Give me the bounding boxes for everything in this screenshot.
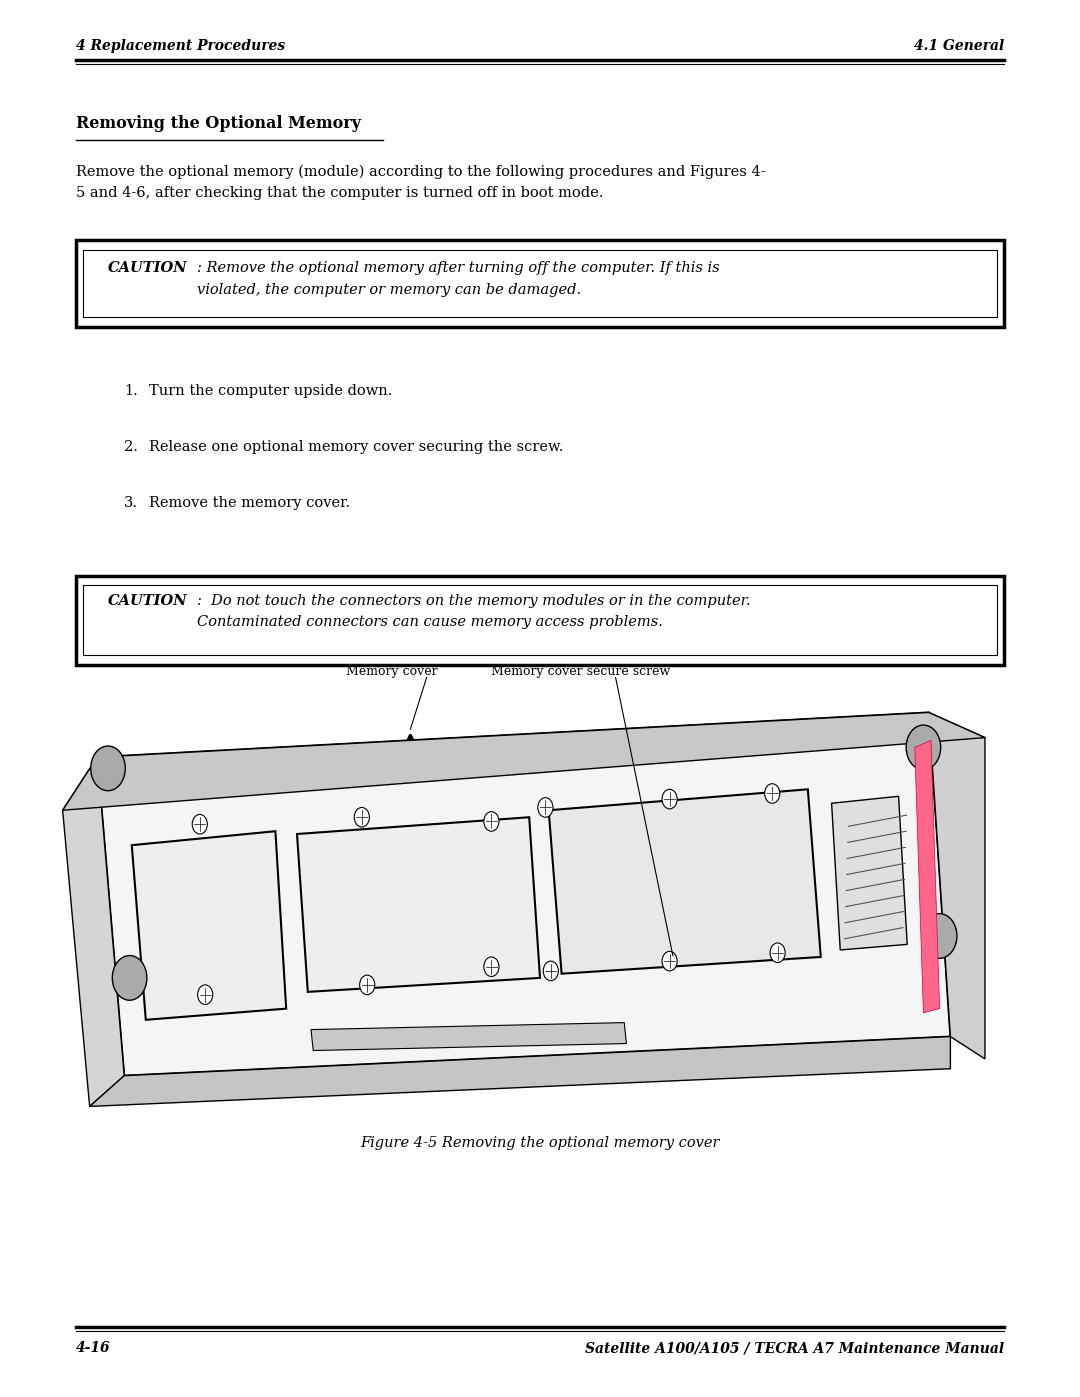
Text: Release one optional memory cover securing the screw.: Release one optional memory cover securi… <box>149 440 564 454</box>
Circle shape <box>906 725 941 770</box>
Circle shape <box>198 985 213 1004</box>
Polygon shape <box>549 789 821 974</box>
Polygon shape <box>132 831 286 1020</box>
Circle shape <box>538 798 553 817</box>
Circle shape <box>354 807 369 827</box>
Circle shape <box>192 814 207 834</box>
Text: Turn the computer upside down.: Turn the computer upside down. <box>149 384 392 398</box>
Polygon shape <box>90 1037 950 1106</box>
Polygon shape <box>297 817 540 992</box>
Polygon shape <box>97 712 950 1076</box>
Circle shape <box>770 943 785 963</box>
Text: :  Do not touch the connectors on the memory modules or in the computer.
Contami: : Do not touch the connectors on the mem… <box>197 594 751 630</box>
Text: CAUTION: CAUTION <box>108 261 188 275</box>
Circle shape <box>360 975 375 995</box>
Circle shape <box>543 961 558 981</box>
Text: Remove the optional memory (module) according to the following procedures and Fi: Remove the optional memory (module) acco… <box>76 165 766 200</box>
Text: Remove the memory cover.: Remove the memory cover. <box>149 496 350 510</box>
Circle shape <box>922 914 957 958</box>
Text: 4 Replacement Procedures: 4 Replacement Procedures <box>76 39 285 53</box>
Text: Memory cover secure screw: Memory cover secure screw <box>491 665 671 678</box>
Circle shape <box>91 746 125 791</box>
Text: 1.: 1. <box>124 384 138 398</box>
Polygon shape <box>63 757 124 1106</box>
Text: Memory cover: Memory cover <box>346 665 437 678</box>
Text: 3.: 3. <box>124 496 138 510</box>
Circle shape <box>484 812 499 831</box>
Text: Figure 4-5 Removing the optional memory cover: Figure 4-5 Removing the optional memory … <box>361 1136 719 1150</box>
Bar <box>83 585 997 655</box>
Text: : Remove the optional memory after turning off the computer. If this is
violated: : Remove the optional memory after turni… <box>197 261 719 298</box>
Polygon shape <box>311 1023 626 1051</box>
Text: Removing the Optional Memory: Removing the Optional Memory <box>76 115 361 131</box>
Polygon shape <box>63 712 985 810</box>
Text: 4.1 General: 4.1 General <box>914 39 1004 53</box>
Text: CAUTION: CAUTION <box>108 594 188 608</box>
Text: 2.: 2. <box>124 440 138 454</box>
Circle shape <box>484 957 499 977</box>
Circle shape <box>662 951 677 971</box>
Polygon shape <box>929 712 985 1059</box>
Bar <box>76 576 1004 665</box>
Polygon shape <box>832 796 907 950</box>
Circle shape <box>112 956 147 1000</box>
Polygon shape <box>915 740 940 1013</box>
Circle shape <box>765 784 780 803</box>
Bar <box>83 250 997 317</box>
Circle shape <box>662 789 677 809</box>
Text: Satellite A100/A105 / TECRA A7 Maintenance Manual: Satellite A100/A105 / TECRA A7 Maintenan… <box>585 1341 1004 1355</box>
Text: 4-16: 4-16 <box>76 1341 110 1355</box>
Bar <box>76 240 1004 327</box>
